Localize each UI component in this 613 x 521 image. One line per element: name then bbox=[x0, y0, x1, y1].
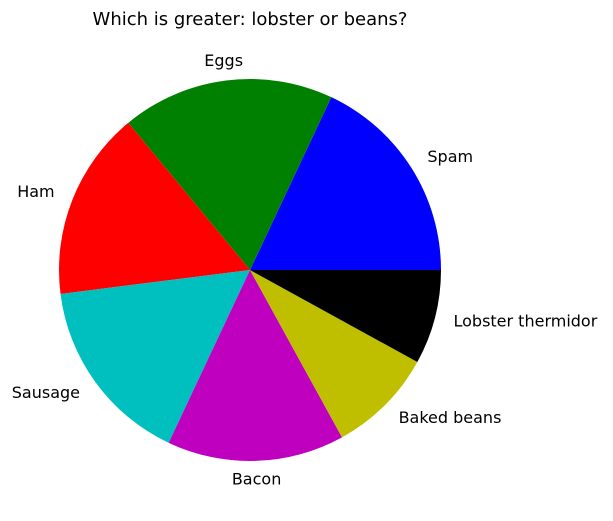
pie-labels: Spam Eggs Ham Sausage Bacon Baked beans Lobste… bbox=[12, 51, 598, 488]
pie-slice-eggs bbox=[128, 79, 332, 270]
pie-label-eggs: Eggs bbox=[204, 51, 243, 70]
pie-slices bbox=[59, 79, 441, 461]
pie-slice-sausage bbox=[60, 270, 251, 443]
chart-title: Which is greater: lobster or beans? bbox=[93, 9, 408, 30]
pie-label-lobster-thermidor: Lobster thermidor bbox=[453, 312, 597, 331]
pie-label-spam: Spam bbox=[427, 147, 473, 166]
pie-slice-ham bbox=[59, 122, 250, 294]
pie-slice-lobster-thermidor bbox=[250, 270, 441, 363]
pie-label-baked-beans: Baked beans bbox=[399, 408, 502, 427]
pie-label-ham: Ham bbox=[17, 182, 54, 201]
pie-label-sausage: Sausage bbox=[12, 383, 80, 402]
pie-slice-spam bbox=[250, 97, 441, 270]
pie-slice-bacon bbox=[168, 270, 343, 461]
pie-slice-baked-beans bbox=[250, 270, 418, 438]
pie-label-bacon: Bacon bbox=[232, 469, 282, 488]
